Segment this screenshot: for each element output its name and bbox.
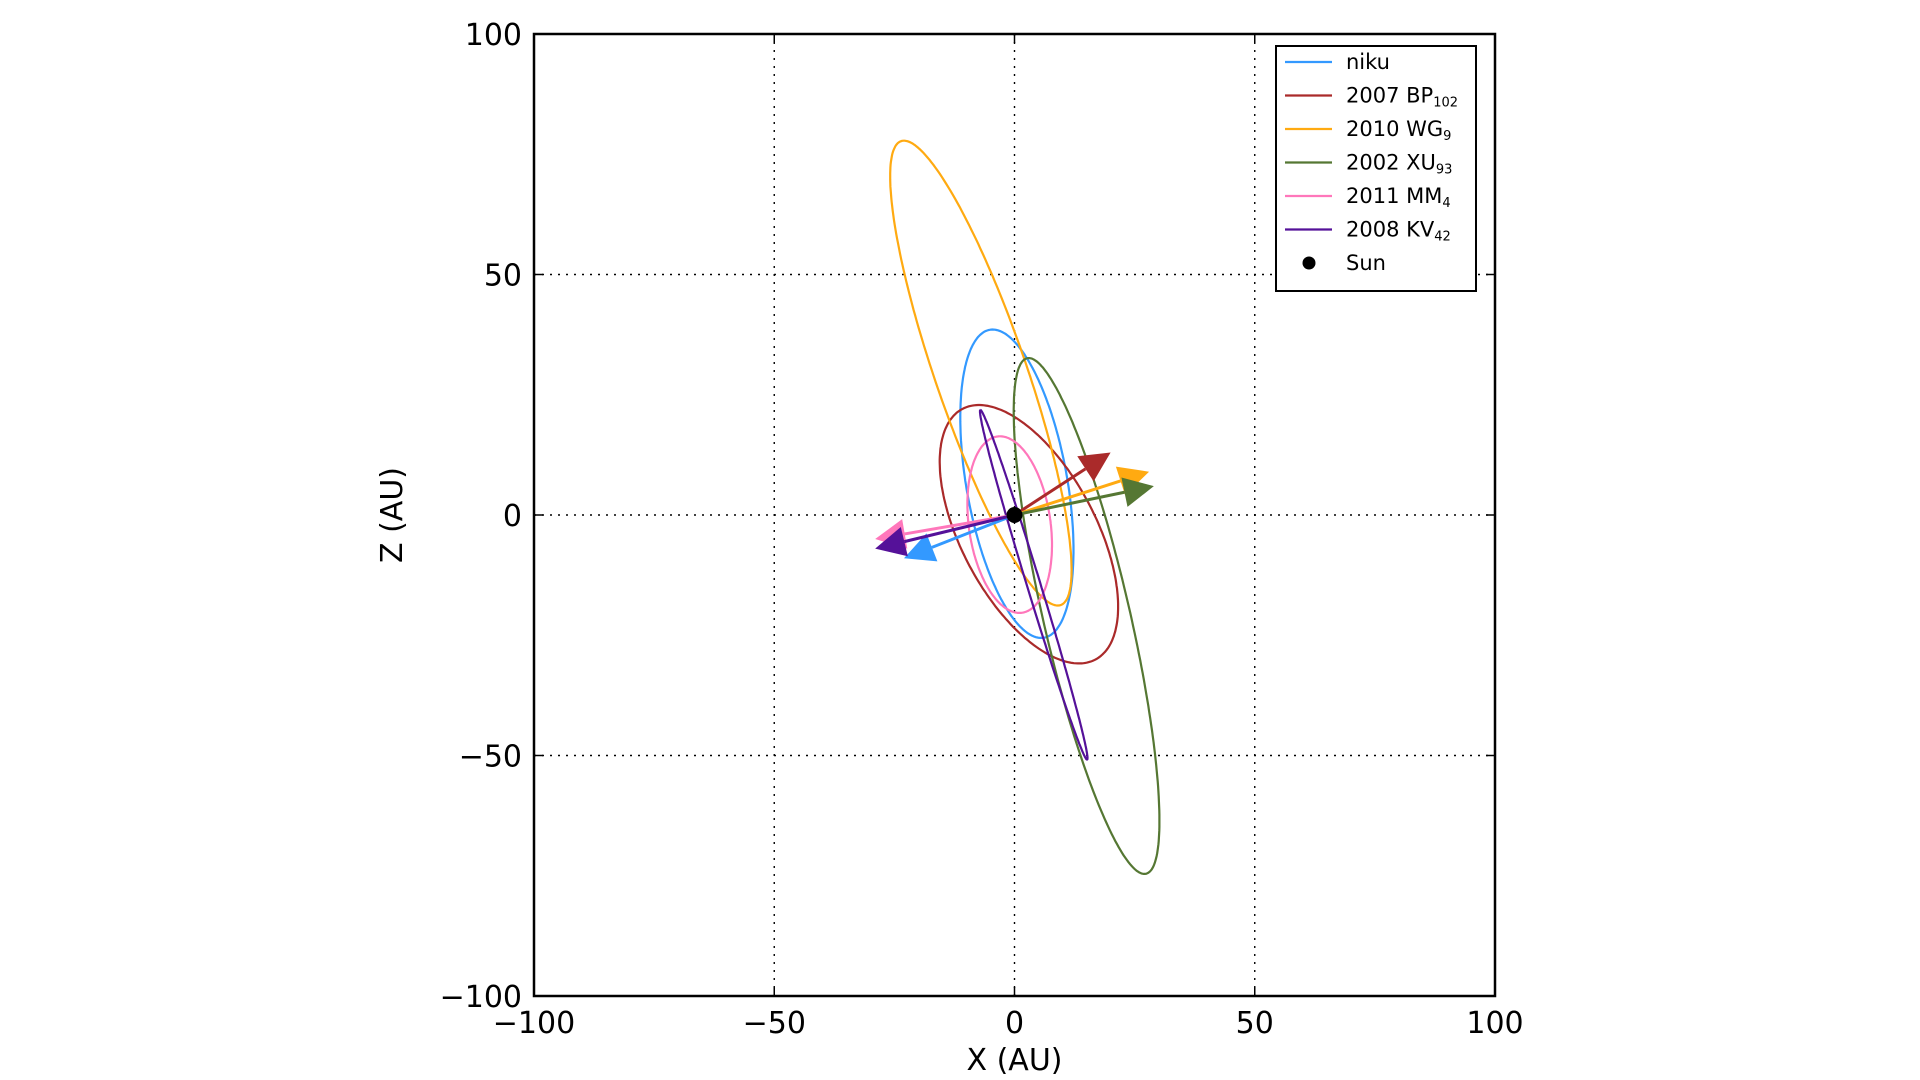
legend-entry: 2007 BP102 [1346,84,1458,111]
arrow-2008-kv42-head [875,527,908,557]
y-tick-label: −50 [459,740,522,775]
y-axis-ticks: −100 −50 0 50 100 [440,18,1495,1015]
y-tick-label: −100 [440,980,522,1015]
legend-sun-marker [1302,256,1316,270]
x-axis-label: X (AU) [967,1043,1063,1078]
legend-entry: 2002 XU93 [1346,151,1452,178]
arrow-2002-xu93-head [1121,477,1154,507]
x-tick-label: 50 [1236,1006,1274,1041]
arrow-niku-shaft [931,513,1016,549]
direction-arrows [875,452,1154,562]
x-tick-label: −100 [493,1006,575,1041]
y-tick-label: 50 [484,259,522,294]
arrow-2008-kv42-shaft [903,513,1015,544]
legend-entry: 2011 MM4 [1346,184,1451,211]
legend: niku 2007 BP102 2010 WG9 2002 XU93 2011 MM4 2… [1275,45,1477,292]
x-tick-label: 0 [1005,1006,1024,1041]
x-tick-label: 100 [1466,1006,1523,1041]
legend-entry: 2008 KV42 [1346,218,1451,245]
y-tick-label: 100 [465,18,522,53]
x-axis-ticks: −100 −50 0 50 100 [493,34,1524,1041]
orbit-2008-kv42 [978,408,1089,761]
orbit-2011-mm4 [966,435,1054,615]
sun-marker [1006,507,1023,523]
legend-entry-sun: Sun [1346,251,1386,275]
orbit-2007-bp102 [938,403,1120,665]
orbit-2010-wg9 [889,139,1073,607]
arrow-2010-wg9-shaft [1014,479,1121,517]
arrow-niku-head [903,533,938,562]
legend-entry: niku [1346,50,1390,74]
legend-entry: 2010 WG9 [1346,117,1451,144]
sun-layer [1006,507,1023,523]
y-tick-label: 0 [503,499,522,534]
x-tick-label: −50 [743,1006,806,1041]
arrow-2007-bp102-head [1077,452,1111,482]
legend-frame [1275,45,1477,292]
arrow-2007-bp102-shaft [1013,467,1087,517]
y-axis-label: Z (AU) [375,467,410,563]
arrow-2002-xu93-shaft [1014,490,1125,517]
